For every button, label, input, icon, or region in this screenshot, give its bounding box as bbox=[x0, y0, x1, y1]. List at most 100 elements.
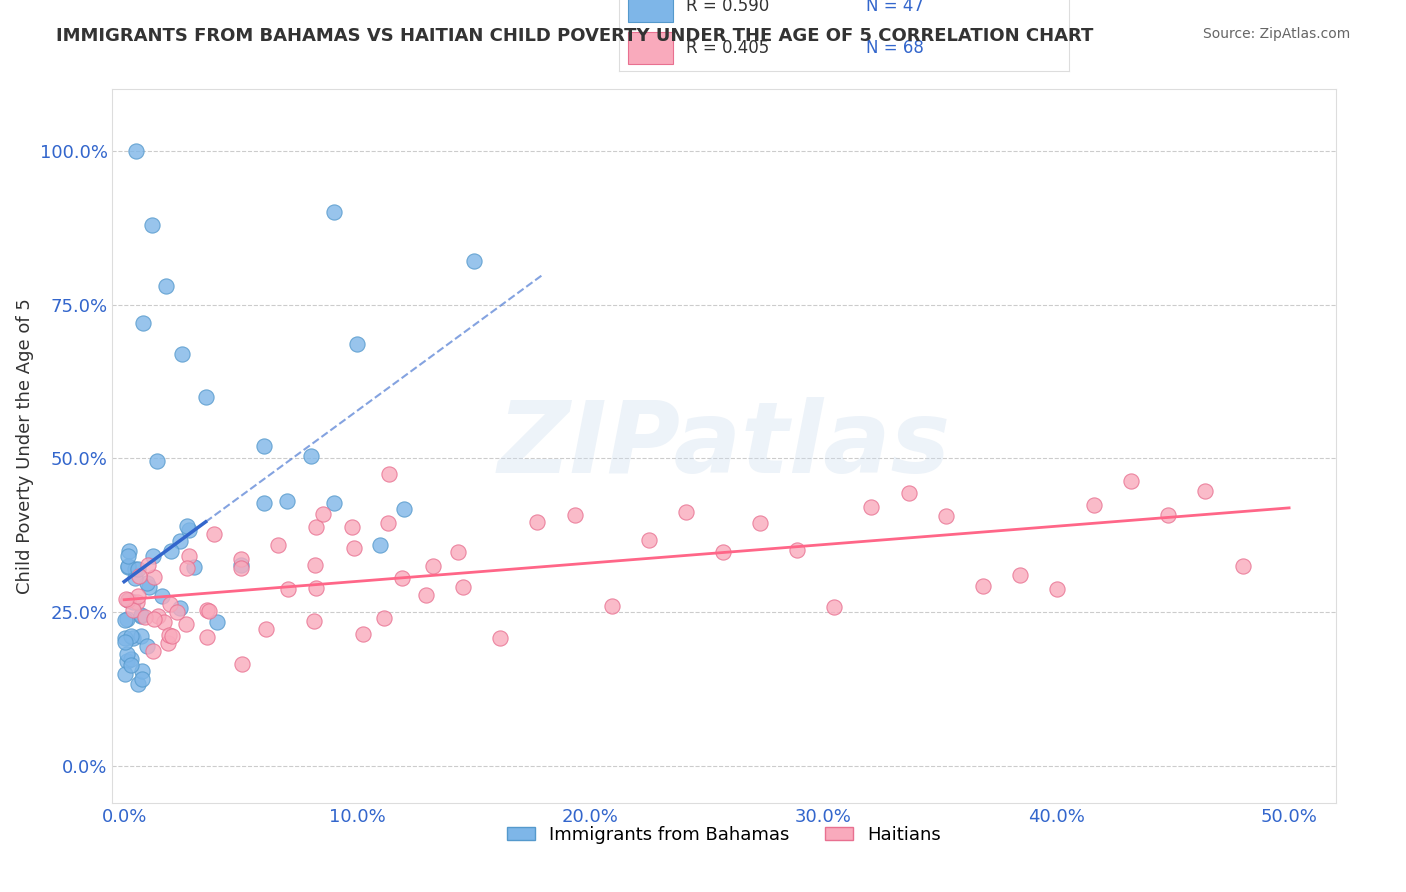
Point bbox=[117, 544, 139, 558]
Point bbox=[159, 597, 181, 611]
Point bbox=[172, 347, 194, 361]
Point bbox=[299, 450, 322, 464]
Point bbox=[1157, 508, 1180, 523]
Point bbox=[207, 615, 229, 629]
Point bbox=[127, 562, 149, 576]
Point bbox=[1194, 483, 1216, 498]
Point bbox=[302, 614, 325, 628]
Point bbox=[114, 635, 136, 649]
Point bbox=[322, 496, 344, 510]
Point bbox=[169, 601, 191, 615]
Point bbox=[749, 516, 772, 530]
Point bbox=[157, 636, 180, 650]
Point bbox=[229, 561, 252, 575]
Point bbox=[311, 507, 333, 521]
Point bbox=[176, 519, 198, 533]
Point bbox=[197, 603, 219, 617]
Point bbox=[229, 552, 252, 566]
Point bbox=[600, 599, 623, 614]
Point bbox=[451, 580, 474, 594]
Point bbox=[120, 657, 142, 672]
Point bbox=[198, 604, 221, 618]
Point bbox=[340, 519, 363, 533]
Point bbox=[229, 558, 252, 572]
Point bbox=[124, 562, 146, 576]
Point bbox=[132, 316, 155, 330]
Point bbox=[136, 558, 159, 572]
Point bbox=[117, 654, 139, 668]
Point bbox=[447, 545, 470, 559]
Point bbox=[373, 611, 395, 625]
Point bbox=[174, 617, 197, 632]
Point bbox=[125, 144, 148, 158]
Point bbox=[304, 558, 326, 572]
Point bbox=[160, 629, 183, 643]
Point bbox=[179, 523, 201, 537]
Point bbox=[169, 533, 191, 548]
Point bbox=[131, 672, 153, 686]
Point bbox=[183, 559, 205, 574]
Point bbox=[138, 580, 160, 594]
Point bbox=[177, 549, 200, 563]
Y-axis label: Child Poverty Under the Age of 5: Child Poverty Under the Age of 5 bbox=[15, 298, 34, 594]
Point bbox=[134, 609, 156, 624]
Text: Source: ZipAtlas.com: Source: ZipAtlas.com bbox=[1202, 27, 1350, 41]
Point bbox=[463, 254, 485, 268]
Point bbox=[166, 605, 188, 619]
Point bbox=[897, 486, 920, 500]
Point bbox=[129, 629, 152, 643]
Point bbox=[322, 205, 344, 219]
Point bbox=[155, 279, 177, 293]
Point bbox=[1008, 568, 1031, 582]
Point bbox=[127, 677, 149, 691]
Point bbox=[159, 543, 181, 558]
Point bbox=[143, 570, 166, 584]
Point bbox=[115, 592, 138, 607]
Point bbox=[124, 571, 146, 585]
Point bbox=[1121, 475, 1143, 489]
Point bbox=[114, 631, 136, 645]
Point bbox=[391, 571, 413, 585]
Point bbox=[120, 629, 142, 643]
Point bbox=[141, 218, 163, 232]
Point bbox=[194, 390, 217, 404]
Point bbox=[422, 558, 444, 573]
Text: IMMIGRANTS FROM BAHAMAS VS HAITIAN CHILD POVERTY UNDER THE AGE OF 5 CORRELATION : IMMIGRANTS FROM BAHAMAS VS HAITIAN CHILD… bbox=[56, 27, 1094, 45]
Point bbox=[120, 652, 142, 666]
Point bbox=[1046, 582, 1069, 597]
Point bbox=[343, 541, 366, 555]
Point bbox=[526, 516, 548, 530]
FancyBboxPatch shape bbox=[627, 0, 672, 22]
Point bbox=[131, 664, 153, 678]
Point bbox=[415, 588, 437, 602]
Point bbox=[231, 657, 253, 672]
Point bbox=[489, 631, 512, 645]
FancyBboxPatch shape bbox=[627, 32, 672, 64]
Text: R = 0.405: R = 0.405 bbox=[686, 39, 769, 57]
Point bbox=[305, 520, 328, 534]
Text: N = 68: N = 68 bbox=[866, 39, 924, 57]
Point bbox=[253, 496, 276, 510]
Point bbox=[637, 533, 659, 547]
Point bbox=[117, 549, 139, 564]
Point bbox=[117, 592, 139, 607]
Point bbox=[136, 575, 159, 590]
Point bbox=[711, 545, 734, 559]
Point bbox=[935, 509, 957, 524]
Point bbox=[143, 612, 166, 626]
Point bbox=[253, 439, 276, 453]
Point bbox=[564, 508, 586, 523]
Point bbox=[146, 609, 169, 624]
Point bbox=[277, 582, 299, 597]
Point bbox=[157, 628, 180, 642]
Point bbox=[352, 627, 374, 641]
Point bbox=[117, 560, 139, 574]
Point bbox=[122, 603, 145, 617]
Point bbox=[1232, 559, 1254, 574]
Point bbox=[122, 631, 145, 645]
Point bbox=[346, 336, 368, 351]
Point bbox=[128, 568, 150, 582]
Point bbox=[117, 593, 139, 607]
Point bbox=[117, 612, 139, 626]
Point bbox=[204, 527, 226, 541]
